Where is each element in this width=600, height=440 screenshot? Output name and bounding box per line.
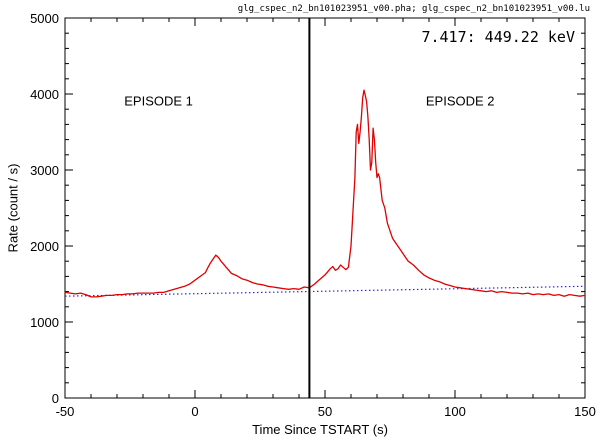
- plot-area: [64, 17, 586, 399]
- file-header: glg_cspec_n2_bn101023951_v00.pha; glg_cs…: [238, 4, 590, 14]
- rate-series-line: [64, 89, 586, 298]
- y-tick-label: 3000: [30, 163, 59, 178]
- x-tick-label: 100: [444, 404, 466, 419]
- y-axis: 0 1000 2000 3000 4000 5000: [30, 11, 585, 406]
- y-tick-label: 5000: [30, 11, 59, 26]
- x-tick-label: -50: [56, 404, 75, 419]
- episode-label-1: EPISODE 1: [124, 93, 193, 108]
- x-axis: -50 0 50 100 150: [56, 18, 596, 419]
- background-fit-line: [64, 285, 586, 297]
- y-axis-title: Rate (count / s): [5, 164, 20, 253]
- y-tick-label: 1000: [30, 315, 59, 330]
- energy-range-label: 7.417: 449.22 keV: [421, 28, 575, 46]
- episode-label-2: EPISODE 2: [426, 93, 495, 108]
- episode-annotations: EPISODE 1 EPISODE 2: [124, 93, 494, 108]
- x-axis-title: Time Since TSTART (s): [252, 422, 388, 437]
- x-tick-label: 0: [191, 404, 198, 419]
- y-tick-label: 0: [52, 391, 59, 406]
- y-tick-label: 4000: [30, 87, 59, 102]
- x-tick-label: 50: [318, 404, 332, 419]
- y-tick-label: 2000: [30, 239, 59, 254]
- x-tick-label: 150: [574, 404, 596, 419]
- plot-frame: [64, 17, 586, 399]
